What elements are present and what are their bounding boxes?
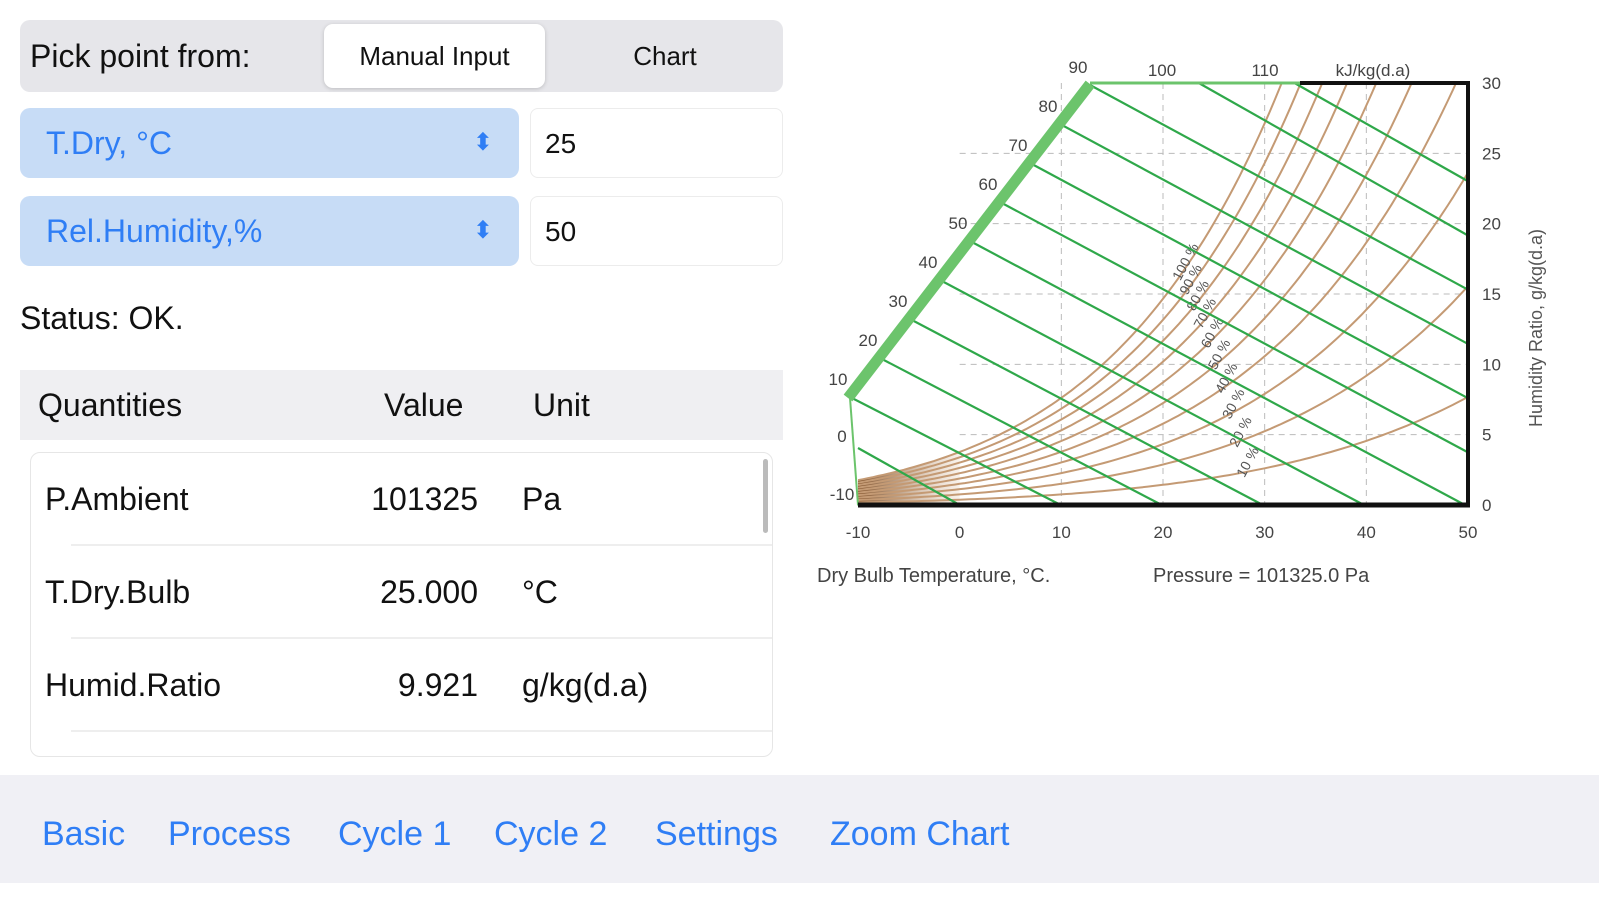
enthalpy-line: [969, 240, 1466, 506]
table-header: Quantities Value Unit: [20, 370, 783, 440]
rh-curve: [858, 83, 1324, 487]
value-input-1[interactable]: 25: [530, 108, 783, 178]
rh-curve: [858, 172, 1468, 499]
rh-curve: [858, 83, 1283, 482]
status-text: Status: OK.: [20, 300, 184, 336]
y-tick-label: 30: [1482, 74, 1501, 93]
tab-settings[interactable]: Settings: [655, 815, 778, 853]
tab-cycle-2[interactable]: Cycle 2: [494, 815, 608, 853]
rh-curve: [858, 83, 1349, 489]
rh-curve: [858, 396, 1468, 504]
enthalpy-line: [1198, 82, 1469, 237]
row-unit: °C: [522, 574, 558, 610]
enthalpy-line: [849, 396, 1062, 506]
table-row[interactable]: P.Ambient 101325 Pa: [31, 453, 772, 546]
row-unit: g/kg(d.a): [522, 667, 649, 703]
enthalpy-line: [879, 357, 1163, 506]
x-tick-label: 20: [1154, 523, 1173, 542]
tab-bar: Basic Process Cycle 1 Cycle 2 Settings Z…: [0, 775, 1599, 883]
x-tick-label: 40: [1357, 523, 1376, 542]
pick-point-segmented-control: Pick point from: Manual Input Chart: [20, 20, 783, 92]
enthalpy-line: [1059, 123, 1469, 345]
table-row[interactable]: Humid.Ratio 9.921 g/kg(d.a): [31, 639, 772, 732]
enthalpy-line: [1293, 82, 1469, 183]
row-quantity: P.Ambient: [45, 481, 189, 517]
enthalpy-tick-label: 0: [837, 427, 846, 446]
quantities-list[interactable]: P.Ambient 101325 Pa T.Dry.Bulb 25.000 °C…: [30, 452, 773, 757]
enthalpy-tick-label: 110: [1251, 61, 1278, 80]
x-tick-label: 30: [1255, 523, 1274, 542]
chevron-up-down-icon: ⬍: [472, 217, 493, 244]
x-tick-label: 10: [1052, 523, 1071, 542]
enthalpy-tick-label: 40: [919, 253, 938, 272]
x-tick-label: -10: [846, 523, 871, 542]
enthalpy-line: [1089, 84, 1469, 291]
rh-curve: [858, 83, 1458, 497]
enthalpy-tick-label: 30: [889, 292, 908, 311]
tab-basic[interactable]: Basic: [42, 815, 126, 853]
x-tick-label: 0: [955, 523, 964, 542]
enthalpy-tick-label: 100: [1148, 61, 1176, 80]
enthalpy-scale: [843, 80, 1095, 402]
row-value: 101325: [371, 481, 478, 517]
row-value: 25.000: [380, 574, 478, 610]
tab-process[interactable]: Process: [168, 815, 291, 853]
picker-label: Rel.Humidity,%: [46, 213, 263, 249]
enthalpy-left-line: [849, 397, 859, 506]
enthalpy-line: [939, 279, 1365, 506]
enthalpy-tick-label: 20: [859, 331, 878, 350]
divider: [71, 544, 772, 546]
enthalpy-tick-label: 90: [1069, 58, 1088, 77]
table-row[interactable]: T.Dry.Bulb 25.000 °C: [31, 546, 772, 639]
enthalpy-tick-label: 50: [949, 214, 968, 233]
enthalpy-unit-label: kJ/kg(d.a): [1336, 61, 1411, 80]
value-input-2[interactable]: 50: [530, 196, 783, 266]
y-tick-label: 0: [1482, 496, 1491, 515]
enthalpy-tick-label: 80: [1039, 97, 1058, 116]
y-tick-label: 25: [1482, 144, 1501, 163]
enthalpy-tick-label: 70: [1009, 136, 1028, 155]
segment-chart[interactable]: Chart: [633, 41, 697, 71]
y-tick-label: 5: [1482, 426, 1491, 445]
chevron-up-down-icon: ⬍: [472, 129, 493, 156]
row-value: 9.921: [397, 667, 478, 703]
y-tick-label: 10: [1482, 355, 1501, 374]
scrollbar[interactable]: [763, 459, 768, 533]
divider: [71, 730, 772, 732]
row-quantity: T.Dry.Bulb: [45, 574, 191, 610]
header-quantities: Quantities: [38, 387, 183, 423]
enthalpy-line: [857, 447, 961, 506]
y-tick-label: 20: [1482, 215, 1501, 234]
rh-curve: [858, 285, 1468, 501]
segment-manual-input[interactable]: Manual Input: [324, 24, 545, 88]
enthalpy-tick-label: 10: [829, 370, 848, 389]
enthalpy-line: [909, 318, 1264, 506]
x-axis-label: Dry Bulb Temperature, °C.: [817, 565, 1050, 587]
psychrometric-chart[interactable]: 10 %20 %30 %40 %50 %60 %70 %80 %90 %100 …: [0, 0, 1599, 620]
picker-label: T.Dry, °C: [46, 125, 172, 161]
y-tick-label: 15: [1482, 285, 1501, 304]
rh-curve: [858, 83, 1378, 492]
row-unit: Pa: [522, 481, 562, 517]
quantity-picker-2[interactable]: Rel.Humidity,% ⬍: [20, 196, 519, 266]
x-tick-label: 50: [1459, 523, 1478, 542]
header-unit: Unit: [533, 387, 590, 423]
divider: [71, 637, 772, 639]
tab-cycle-1[interactable]: Cycle 1: [338, 815, 452, 853]
header-value: Value: [384, 387, 464, 423]
enthalpy-line: [999, 201, 1469, 454]
enthalpy-line: [1029, 162, 1469, 400]
quantity-picker-1[interactable]: T.Dry, °C ⬍: [20, 108, 519, 178]
enthalpy-tick-label: 60: [979, 175, 998, 194]
row-quantity: Humid.Ratio: [45, 667, 222, 703]
pressure-label: Pressure = 101325.0 Pa: [1153, 565, 1370, 587]
pick-point-label: Pick point from:: [30, 38, 251, 74]
y-axis-label: Humidity Ratio, g/kg(d.a): [1526, 229, 1546, 427]
rh-curve: [858, 83, 1413, 494]
tab-zoom-chart[interactable]: Zoom Chart: [830, 815, 1010, 853]
enthalpy-tick-label: -10: [830, 485, 855, 504]
